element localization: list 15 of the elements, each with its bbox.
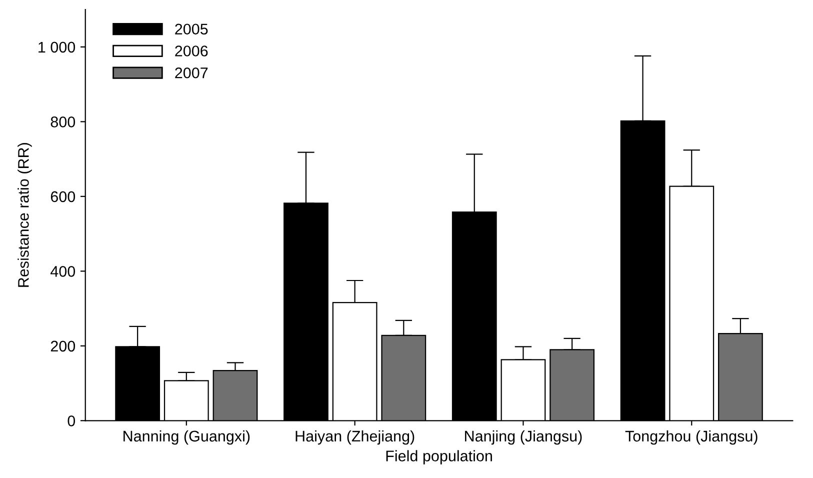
x-axis-title: Field population — [386, 450, 492, 464]
y-tick-label: 400 — [50, 266, 76, 277]
x-tick-label: Nanjing (Jiangsu) — [465, 430, 582, 445]
y-tick-label: 200 — [50, 340, 76, 352]
y-axis-title: Resistance ratio (RR) — [18, 143, 32, 287]
x-tick-label: Tongzhou (Jiangsu) — [625, 430, 758, 445]
legend-label: 2005 — [175, 24, 208, 35]
y-tick-label: 0 — [68, 416, 76, 426]
x-tick-label: Nanning (Guangxi) — [124, 430, 250, 445]
legend-label: 2006 — [175, 46, 208, 56]
x-tick-label: Haiyan (Zhejiang) — [296, 430, 414, 445]
legend-label: 2007 — [175, 67, 208, 78]
y-tick-label: 1 000 — [38, 42, 76, 53]
y-tick-label: 600 — [50, 191, 76, 202]
y-tick-label: 800 — [50, 116, 76, 128]
